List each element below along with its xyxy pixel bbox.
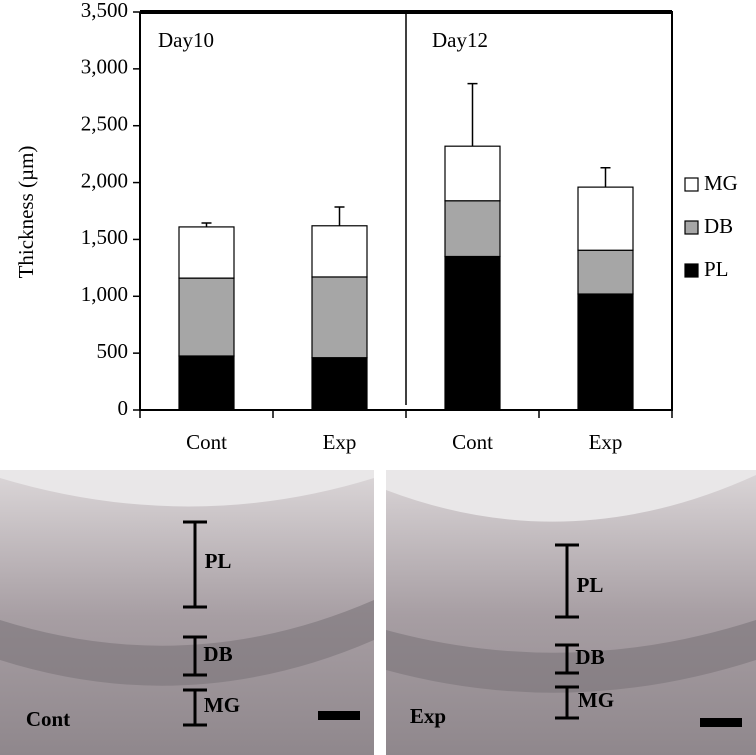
bar-segment: [178, 277, 235, 357]
legend-swatch: [684, 177, 699, 192]
bar-segment: [577, 186, 634, 251]
group-label: Day12: [432, 28, 488, 52]
legend-label: MG: [704, 171, 738, 195]
bar-segment: [311, 276, 368, 359]
y-tick-label: 3,000: [81, 55, 128, 79]
x-tick-label: Cont: [452, 430, 493, 454]
error-bar: [467, 82, 478, 147]
bar-segment: [311, 357, 368, 411]
layer-label: MG: [578, 688, 614, 712]
bar-segment: [178, 226, 235, 279]
x-tick-label: Cont: [186, 430, 227, 454]
layer-label: PL: [205, 549, 232, 573]
bar-segment: [444, 145, 501, 202]
y-tick-label: 2,000: [81, 168, 128, 192]
panel-label: Cont: [26, 707, 70, 731]
legend-swatch: [684, 263, 699, 278]
x-tick-label: Exp: [323, 430, 357, 454]
error-bar: [600, 167, 611, 188]
legend-label: DB: [704, 214, 733, 238]
legend-label: PL: [704, 257, 729, 281]
y-axis-label: Thickness (µm): [14, 146, 38, 279]
layer-label: MG: [204, 693, 240, 717]
scale-bar: [318, 711, 360, 720]
brackets: [183, 520, 579, 727]
legend-swatch: [684, 220, 699, 235]
bar-segment: [178, 355, 235, 411]
group-label: Day10: [158, 28, 214, 52]
y-tick-label: 1,500: [81, 225, 128, 249]
bar-segment: [577, 293, 634, 411]
y-tick-label: 2,500: [81, 112, 128, 136]
error-bar: [201, 222, 212, 227]
layer-label: DB: [575, 645, 604, 669]
scale-bar: [700, 718, 742, 727]
y-tick-label: 3,500: [81, 0, 128, 22]
bar-segment: [577, 249, 634, 295]
layer-label: PL: [577, 573, 604, 597]
layer-label: DB: [203, 642, 232, 666]
x-tick-label: Exp: [589, 430, 623, 454]
bar-segment: [311, 225, 368, 278]
error-bar: [334, 206, 345, 226]
y-tick-label: 500: [97, 339, 129, 363]
y-tick-label: 0: [118, 396, 129, 420]
panel-label: Exp: [410, 704, 446, 728]
bar-segment: [444, 200, 501, 258]
panel-exp: [386, 470, 756, 755]
bar-segment: [444, 255, 501, 411]
panel-cont: [0, 470, 374, 755]
y-tick-label: 1,000: [81, 282, 128, 306]
